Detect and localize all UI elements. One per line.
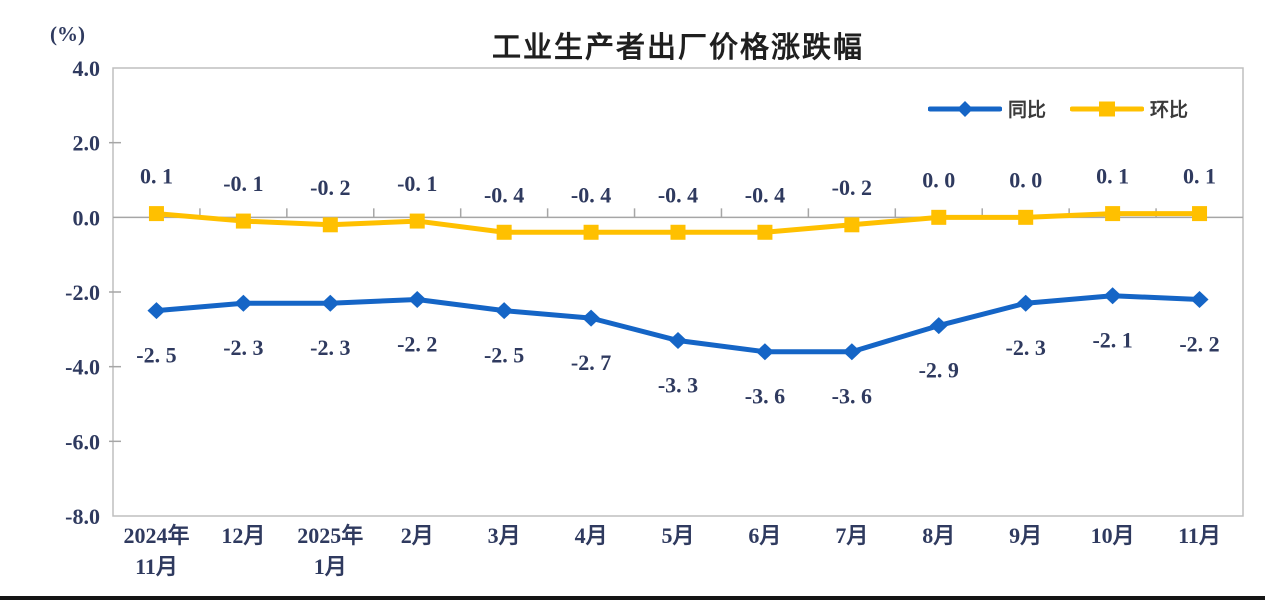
legend-label-mom: 环比 (1150, 100, 1189, 121)
legend-item-mom: 环比 (1070, 95, 1188, 122)
svg-text:5月: 5月 (661, 523, 694, 548)
svg-text:-2. 3: -2. 3 (310, 335, 350, 360)
svg-text:2月: 2月 (401, 523, 434, 548)
svg-text:-2. 2: -2. 2 (1179, 331, 1219, 356)
svg-text:-0. 1: -0. 1 (223, 171, 263, 196)
svg-text:0. 1: 0. 1 (1183, 164, 1216, 189)
svg-text:-2. 5: -2. 5 (136, 343, 176, 368)
svg-text:-0. 2: -0. 2 (310, 175, 350, 200)
svg-text:8月: 8月 (922, 523, 955, 548)
svg-text:1月: 1月 (314, 554, 347, 579)
svg-text:-2. 3: -2. 3 (1006, 335, 1046, 360)
svg-text:11月: 11月 (135, 554, 178, 579)
svg-text:-2. 2: -2. 2 (397, 331, 437, 356)
page-bottom-divider (0, 596, 1265, 600)
svg-text:0. 1: 0. 1 (140, 164, 173, 189)
svg-text:-2. 1: -2. 1 (1092, 328, 1132, 353)
svg-text:-0. 4: -0. 4 (571, 182, 611, 207)
svg-text:3月: 3月 (488, 523, 521, 548)
svg-text:-0. 1: -0. 1 (397, 171, 437, 196)
svg-text:4.0: 4.0 (73, 56, 101, 81)
svg-text:-2. 7: -2. 7 (571, 350, 611, 375)
svg-text:-2. 3: -2. 3 (223, 335, 263, 360)
svg-text:2.0: 2.0 (73, 131, 101, 156)
legend-item-yoy: 同比 (928, 95, 1046, 122)
svg-text:-6.0: -6.0 (65, 429, 100, 454)
svg-text:0. 1: 0. 1 (1096, 164, 1129, 189)
chart-title: 工业生产者出厂价格涨跌幅 (491, 32, 864, 64)
chart-legend: 同比 环比 (928, 95, 1188, 122)
svg-text:0.0: 0.0 (73, 205, 101, 230)
svg-text:7月: 7月 (835, 523, 868, 548)
svg-text:-2.0: -2.0 (65, 280, 100, 305)
y-axis-unit-label: (%) (50, 22, 85, 46)
mom-line-square-swatch (1070, 101, 1145, 116)
svg-text:-0. 4: -0. 4 (658, 182, 698, 207)
svg-text:-0. 2: -0. 2 (832, 175, 872, 200)
svg-text:2024年: 2024年 (123, 523, 189, 548)
yoy-line-diamond-swatch (928, 100, 1002, 117)
svg-text:6月: 6月 (748, 523, 781, 548)
svg-text:10月: 10月 (1091, 523, 1135, 548)
svg-text:-4.0: -4.0 (65, 355, 100, 380)
svg-text:11月: 11月 (1178, 523, 1221, 548)
svg-text:4月: 4月 (575, 523, 608, 548)
svg-text:-0. 4: -0. 4 (745, 182, 785, 207)
legend-label-yoy: 同比 (1008, 100, 1047, 121)
svg-text:2025年: 2025年 (297, 523, 363, 548)
svg-text:-3. 3: -3. 3 (658, 373, 698, 398)
svg-text:-3. 6: -3. 6 (832, 384, 872, 409)
svg-text:-2. 9: -2. 9 (919, 358, 959, 383)
svg-text:0. 0: 0. 0 (1009, 167, 1042, 192)
svg-text:12月: 12月 (221, 523, 265, 548)
svg-text:-3. 6: -3. 6 (745, 384, 785, 409)
svg-text:-8.0: -8.0 (65, 504, 100, 529)
svg-text:-2. 5: -2. 5 (484, 343, 524, 368)
svg-text:9月: 9月 (1009, 523, 1042, 548)
svg-text:0. 0: 0. 0 (922, 167, 955, 192)
svg-text:-0. 4: -0. 4 (484, 182, 524, 207)
